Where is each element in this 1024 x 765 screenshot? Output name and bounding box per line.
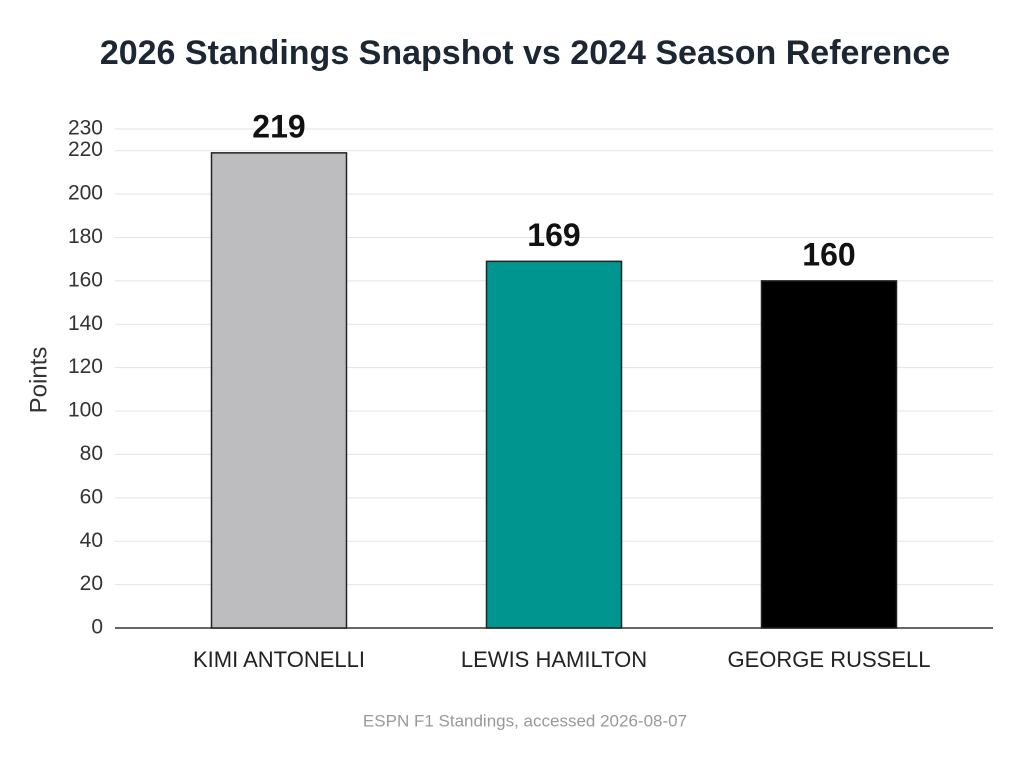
y-tick-label: 100 xyxy=(68,399,103,422)
y-tick-label: 200 xyxy=(68,182,103,205)
bar xyxy=(760,280,898,629)
x-tick-label: GEORGE RUSSELL xyxy=(728,647,931,672)
bar xyxy=(485,260,623,629)
source-note: ESPN F1 Standings, accessed 2026-08-07 xyxy=(363,711,687,730)
y-tick-label: 120 xyxy=(68,355,103,378)
y-tick-label: 60 xyxy=(80,485,103,508)
x-tick-label: KIMI ANTONELLI xyxy=(193,647,365,672)
value-label: 160 xyxy=(802,236,855,272)
y-tick-label: 80 xyxy=(80,442,103,465)
y-tick-label: 230 xyxy=(68,117,103,140)
y-axis-label: Points xyxy=(25,347,52,414)
y-tick-label: 140 xyxy=(68,312,103,335)
y-tick-label: 20 xyxy=(80,572,103,595)
value-label: 219 xyxy=(252,108,305,144)
value-label: 169 xyxy=(527,217,580,253)
chart-title: 2026 Standings Snapshot vs 2024 Season R… xyxy=(100,34,950,72)
y-tick-label: 160 xyxy=(68,268,103,291)
y-tick-label: 220 xyxy=(68,138,103,161)
y-tick-label: 40 xyxy=(80,529,103,552)
bar xyxy=(210,152,348,629)
y-tick-label: 0 xyxy=(91,616,103,639)
x-tick-label: LEWIS HAMILTON xyxy=(461,647,647,672)
y-tick-label: 180 xyxy=(68,225,103,248)
